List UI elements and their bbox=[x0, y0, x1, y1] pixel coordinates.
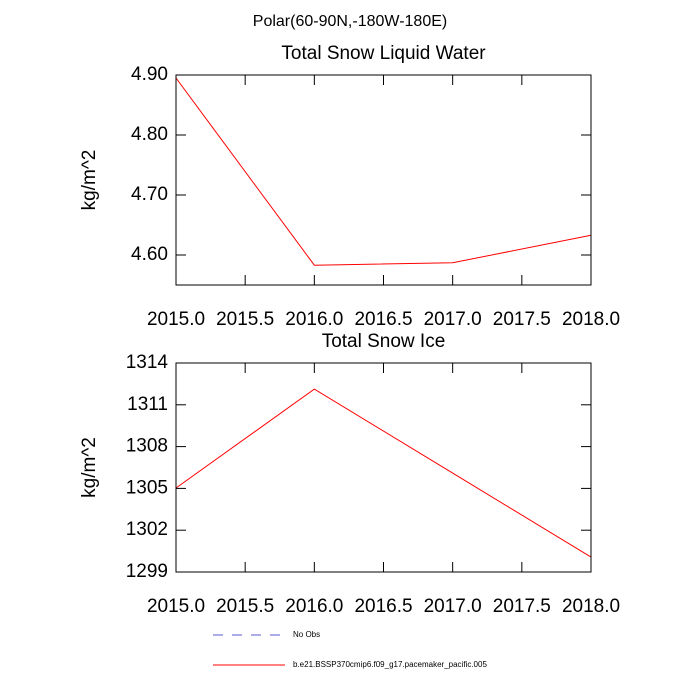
y-tick-label: 1299 bbox=[126, 561, 168, 582]
data-line bbox=[175, 388, 592, 558]
plot-frame bbox=[175, 74, 592, 286]
x-tick-label: 2017.5 bbox=[493, 309, 551, 330]
x-tick-label: 2016.5 bbox=[354, 596, 412, 617]
y-tick-label: 1311 bbox=[127, 394, 168, 415]
legend-label: b.e21.BSSP370cmip6.f09_g17.pacemaker_pac… bbox=[293, 660, 487, 669]
y-tick-label: 1308 bbox=[126, 436, 168, 457]
panel-title: Total Snow Ice bbox=[322, 331, 446, 352]
y-tick-label: 1305 bbox=[126, 477, 168, 498]
legend-label: No Obs bbox=[293, 630, 320, 639]
x-tick-label: 2016.0 bbox=[285, 309, 343, 330]
x-tick-label: 2016.5 bbox=[354, 309, 412, 330]
x-tick-label: 2015.5 bbox=[216, 309, 274, 330]
x-tick-label: 2015.0 bbox=[147, 309, 205, 330]
panel-title: Total Snow Liquid Water bbox=[281, 43, 486, 64]
x-tick-label: 2017.0 bbox=[424, 596, 482, 617]
y-tick-label: 4.70 bbox=[131, 184, 168, 205]
y-tick-label: 4.60 bbox=[131, 244, 168, 265]
x-tick-label: 2018.0 bbox=[562, 309, 620, 330]
y-axis-label: kg/m^2 bbox=[79, 150, 100, 211]
y-axis-label: kg/m^2 bbox=[79, 437, 100, 498]
plot-frame bbox=[175, 362, 592, 573]
data-line bbox=[175, 77, 592, 266]
y-tick-label: 4.80 bbox=[131, 124, 168, 145]
x-tick-label: 2015.0 bbox=[147, 596, 205, 617]
x-tick-label: 2017.5 bbox=[493, 596, 551, 617]
y-tick-label: 1314 bbox=[126, 352, 169, 373]
x-tick-label: 2018.0 bbox=[562, 596, 620, 617]
y-tick-label: 4.90 bbox=[131, 64, 168, 85]
figure-title: Polar(60-90N,-180W-180E) bbox=[253, 13, 447, 30]
x-tick-label: 2017.0 bbox=[424, 309, 482, 330]
y-tick-label: 1302 bbox=[126, 519, 168, 540]
x-tick-label: 2016.0 bbox=[285, 596, 343, 617]
x-tick-label: 2015.5 bbox=[216, 596, 274, 617]
